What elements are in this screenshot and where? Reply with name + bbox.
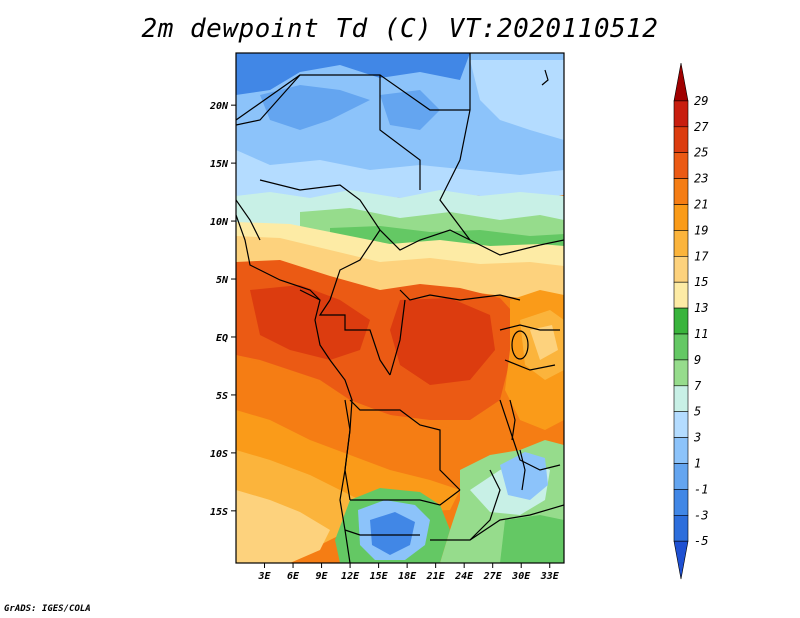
field-layer — [236, 53, 564, 563]
colorbar-segment — [673, 152, 689, 179]
grads-credit: GrADS: IGES/COLA — [4, 604, 91, 614]
lon-label: 15E — [370, 571, 389, 582]
colorbar: 29 27 25 23 21 19 17 15 13 11 9 7 5 3 1 -1 -3 -5 — [673, 62, 709, 580]
lat-label: 5N — [216, 275, 229, 286]
colorbar-label: 11 — [694, 327, 708, 341]
colorbar-segment — [673, 333, 689, 361]
colorbar-segment — [673, 307, 689, 335]
colorbar-segment — [673, 514, 689, 542]
colorbar-segment — [673, 204, 689, 231]
colorbar-label: 3 — [693, 431, 701, 445]
lon-label: 24E — [454, 571, 474, 582]
colorbar-label: 1 — [694, 457, 701, 471]
colorbar-segment — [673, 62, 689, 102]
lat-label: 20N — [209, 101, 229, 112]
colorbar-label: 7 — [694, 379, 702, 393]
colorbar-segment — [673, 230, 689, 257]
lon-label: 9E — [316, 571, 329, 582]
lon-label: 3E — [257, 571, 271, 582]
lat-label: 5S — [216, 391, 228, 402]
colorbar-segment — [673, 540, 689, 580]
colorbar-segment — [673, 411, 689, 438]
colorbar-label: -3 — [694, 508, 708, 522]
lon-label: 33E — [540, 571, 560, 582]
colorbar-segment — [673, 463, 689, 490]
lat-label: 15S — [210, 507, 228, 518]
colorbar-segment — [673, 359, 689, 387]
colorbar-label: 15 — [694, 275, 708, 289]
lon-label: 21E — [426, 571, 446, 582]
colorbar-label: 9 — [694, 353, 701, 367]
colorbar-label: 25 — [694, 146, 708, 160]
lon-label: 12E — [341, 571, 360, 582]
lon-label: 27E — [483, 571, 503, 582]
lat-label: 10S — [210, 449, 228, 460]
lat-label: 15N — [210, 159, 229, 170]
colorbar-label: 19 — [694, 223, 708, 237]
lon-label: 18E — [398, 571, 417, 582]
longitude-axis: 3E 6E 9E 12E 15E 18E 21E 24E 27E 30E 33E — [257, 563, 560, 582]
colorbar-label: 13 — [694, 301, 708, 315]
colorbar-label: 23 — [694, 172, 708, 186]
colorbar-label: -5 — [694, 534, 708, 548]
colorbar-segment — [673, 126, 689, 154]
colorbar-label: 5 — [694, 405, 701, 419]
colorbar-segment — [673, 255, 689, 283]
lat-label: 10N — [210, 217, 229, 228]
lon-label: 6E — [287, 571, 300, 582]
colorbar-segment — [673, 437, 689, 464]
colorbar-segment — [673, 281, 689, 309]
colorbar-label: 17 — [694, 249, 709, 263]
colorbar-segment — [673, 178, 689, 205]
lon-label: 30E — [511, 571, 531, 582]
map-frame — [235, 52, 565, 564]
dewpoint-map: 20N 15N 10N 5N EQ 5S 10S 15S 3E 6E 9E 12E 15E 18E 21E… — [209, 52, 709, 582]
latitude-axis: 20N 15N 10N 5N EQ 5S 10S 15S — [209, 101, 236, 518]
colorbar-segment — [673, 100, 689, 128]
lat-label: EQ — [216, 333, 228, 344]
map-title: 2m dewpoint Td (C) VT:2020110512 — [141, 14, 659, 44]
colorbar-segment — [673, 385, 689, 412]
colorbar-segment — [673, 489, 689, 516]
country-borders — [236, 53, 564, 541]
colorbar-label: 27 — [694, 120, 709, 134]
colorbar-label: 29 — [694, 94, 708, 108]
colorbar-label: 21 — [694, 198, 708, 212]
colorbar-label: -1 — [694, 482, 708, 496]
